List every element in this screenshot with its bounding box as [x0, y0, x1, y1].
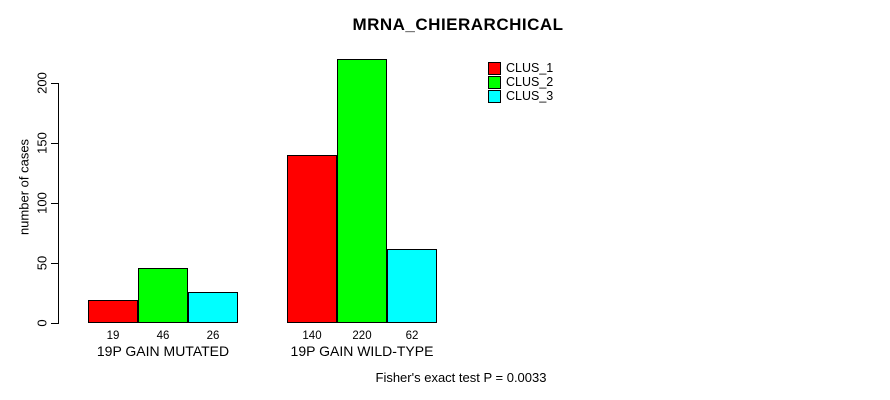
bar-value-label: 62	[405, 330, 419, 342]
bar-clus_2-1	[138, 267, 188, 323]
y-tick-label-text: 200	[34, 72, 50, 94]
bar-clus_3-1	[188, 291, 238, 323]
legend-label: CLUS_3	[506, 89, 554, 103]
bar-value-label: 220	[352, 330, 372, 342]
bar-clus_3-2	[387, 248, 437, 323]
y-tick-mark	[51, 83, 58, 84]
y-axis-label-text: number of cases	[16, 138, 32, 236]
legend-swatch-clus_1	[488, 62, 501, 75]
legend-swatch-clus_2	[488, 76, 501, 89]
chart-title: MRNA_CHIERARCHICAL	[352, 15, 564, 34]
legend-label: CLUS_1	[506, 61, 554, 75]
y-tick-mark	[51, 263, 58, 264]
bar-value-label: 140	[302, 330, 322, 342]
legend-label: CLUS_2	[506, 75, 554, 89]
y-axis-line	[58, 83, 59, 324]
category-label: 19P GAIN WILD-TYPE	[290, 343, 434, 359]
bar-clus_1-2	[287, 155, 337, 323]
y-tick-label-text: 100	[34, 192, 50, 214]
bar-value-label: 19	[106, 330, 120, 342]
category-label: 19P GAIN MUTATED	[96, 343, 230, 359]
annotation-text: Fisher's exact test P = 0.0033	[375, 370, 547, 385]
bar-clus_2-2	[337, 59, 387, 323]
y-tick-label-text: 0	[34, 319, 50, 327]
y-tick-label-text: 150	[34, 132, 50, 154]
y-tick-mark	[51, 323, 58, 324]
y-tick-mark	[51, 203, 58, 204]
y-tick-mark	[51, 143, 58, 144]
bar-value-label: 26	[206, 330, 220, 342]
legend-swatch-clus_3	[488, 90, 501, 103]
y-tick-label-text: 50	[34, 255, 50, 271]
bar-clus_1-1	[88, 300, 138, 323]
bar-value-label: 46	[156, 330, 170, 342]
